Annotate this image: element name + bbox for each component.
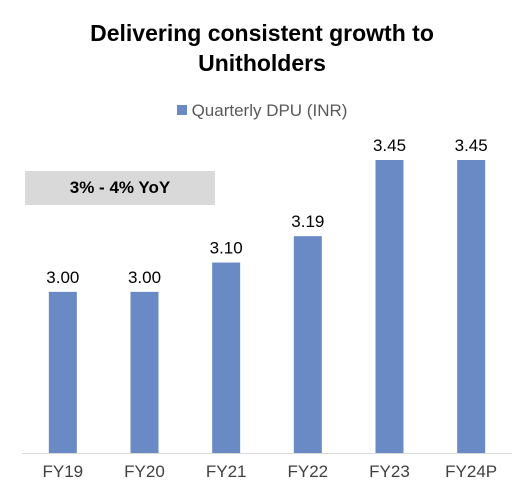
x-tick-label-fy19: FY19	[43, 462, 84, 481]
data-label-fy22: 3.19	[291, 212, 324, 231]
chart-title-line-2: Unitholders	[198, 50, 326, 76]
legend-swatch	[176, 105, 187, 115]
data-label-fy23: 3.45	[373, 136, 406, 155]
bar-fy24p	[457, 160, 486, 453]
x-tick-label-fy22: FY22	[288, 462, 329, 481]
growth-callout: 3% - 4% YoY	[25, 171, 215, 205]
data-label-fy24p: 3.45	[455, 136, 488, 155]
bar-fy20	[130, 291, 159, 453]
legend-label: Quarterly DPU (INR)	[191, 101, 348, 120]
legend: Quarterly DPU (INR)	[0, 100, 524, 122]
x-tick-label-fy21: FY21	[206, 462, 247, 481]
data-label-fy21: 3.10	[210, 239, 243, 258]
x-tick-label-fy24p: FY24P	[445, 462, 497, 481]
bar-fy21	[212, 262, 241, 453]
x-tick-label-fy23: FY23	[369, 462, 410, 481]
bar-fy22	[293, 236, 322, 453]
bar-fy23	[375, 160, 404, 453]
bar-fy19	[48, 291, 77, 453]
chart-title-line-1: Delivering consistent growth to	[90, 20, 434, 46]
data-label-fy19: 3.00	[46, 268, 79, 287]
x-tick-label-fy20: FY20	[124, 462, 165, 481]
data-label-fy20: 3.00	[128, 268, 161, 287]
chart-title: Delivering consistent growth to Unithold…	[0, 18, 524, 78]
